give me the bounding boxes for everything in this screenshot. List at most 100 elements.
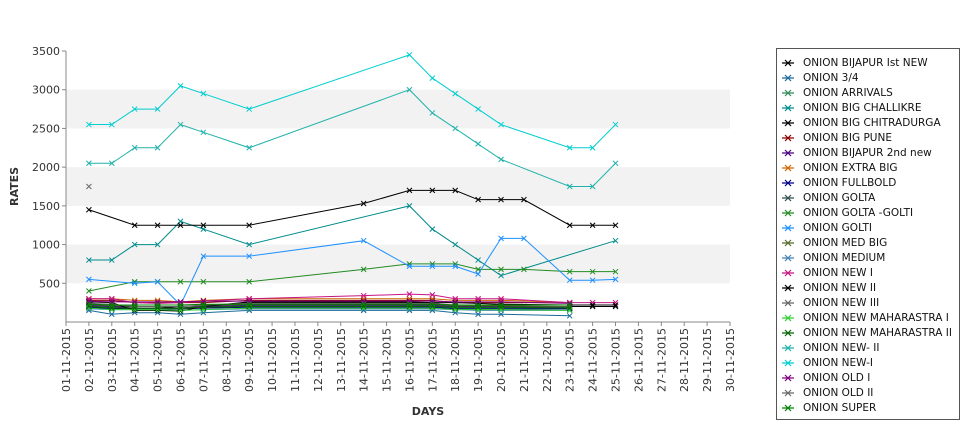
series-line (88, 307, 570, 311)
data-point (200, 301, 207, 308)
legend-item: ONION NEW II (781, 280, 876, 295)
data-point (86, 305, 92, 312)
x-tick-label: 06-11-2015 (174, 328, 187, 392)
legend-marker-icon (782, 149, 794, 156)
legend-item: ONION NEW MAHARASTRA II (781, 325, 952, 340)
legend-marker-icon (782, 224, 794, 231)
y-tick-label: 1500 (32, 200, 60, 213)
data-point (498, 156, 504, 163)
data-point (452, 302, 459, 308)
data-point (521, 196, 527, 203)
data-point (452, 90, 459, 97)
x-tick-label: 29-11-2015 (701, 328, 714, 392)
data-point (475, 271, 481, 277)
data-point (86, 206, 92, 213)
series-19 (86, 86, 619, 190)
chart-legend: ONION BIJAPUR Ist NEW ONION 3/4 ONION ARRI… (776, 48, 960, 420)
data-point (589, 222, 596, 229)
data-point (406, 203, 413, 209)
legend-label: ONION OLD II (803, 386, 874, 399)
legend-item: ONION GOLTA (781, 190, 875, 205)
legend-marker-icon (782, 389, 794, 396)
data-point (246, 303, 253, 310)
legend-marker-icon (782, 299, 794, 306)
y-tick-label: 3500 (32, 45, 60, 58)
data-point (475, 304, 481, 311)
x-tick-label: 07-11-2015 (197, 328, 210, 392)
data-point (246, 301, 253, 308)
x-tick-label: 17-11-2015 (426, 328, 439, 392)
x-tick-label: 21-11-2015 (518, 328, 531, 392)
data-point (246, 106, 253, 112)
legend-item: ONION NEW I (781, 265, 873, 280)
data-point (612, 237, 619, 244)
data-point (452, 187, 459, 194)
data-point (612, 302, 619, 308)
x-tick-label: 20-11-2015 (495, 328, 508, 392)
data-point (108, 302, 115, 308)
data-point (475, 306, 481, 313)
series-23 (86, 301, 573, 308)
data-point (246, 222, 253, 229)
data-point (498, 121, 504, 128)
data-point (475, 196, 481, 203)
data-point (612, 268, 619, 275)
legend-marker-icon (782, 314, 794, 321)
legend-label: ONION NEW III (803, 296, 880, 309)
data-point (360, 200, 367, 207)
legend-label: ONION BIG PUNE (803, 131, 892, 144)
legend-label: ONION GOLTI (803, 221, 872, 234)
legend-marker-icon (782, 359, 794, 366)
data-point (452, 306, 459, 313)
data-point (131, 106, 138, 112)
data-point (177, 121, 184, 128)
data-point (589, 302, 596, 308)
x-tick-label: 18-11-2015 (449, 328, 462, 392)
data-point (498, 266, 504, 273)
y-axis-title: RATES (8, 167, 21, 206)
series-line (88, 237, 616, 306)
legend-label: ONION BIG CHALLIKRE (803, 101, 922, 114)
data-point (360, 237, 367, 244)
data-point (429, 303, 436, 310)
data-point (566, 307, 573, 314)
legend-item: ONION FULLBOLD (781, 175, 896, 190)
legend-label: ONION NEW- II (803, 341, 880, 354)
x-tick-label: 04-11-2015 (129, 328, 142, 392)
legend-item: ONION BIJAPUR Ist NEW (781, 55, 928, 70)
legend-marker-icon (782, 374, 794, 381)
legend-label: ONION BIG CHITRADURGA (803, 116, 941, 129)
x-tick-label: 27-11-2015 (655, 328, 668, 392)
data-point (475, 302, 481, 308)
series-line (88, 303, 570, 306)
legend-item: ONION BIG PUNE (781, 130, 892, 145)
data-point (154, 222, 161, 229)
series-10 (86, 261, 619, 294)
data-point (131, 302, 138, 308)
x-tick-label: 16-11-2015 (403, 328, 416, 392)
data-point (566, 268, 573, 275)
legend-marker-icon (782, 164, 794, 171)
legend-label: ONION SUPER (803, 401, 877, 414)
data-point (566, 302, 573, 308)
x-tick-label: 26-11-2015 (632, 328, 645, 392)
legend-item: ONION SUPER (781, 400, 876, 415)
legend-label: ONION BIJAPUR Ist NEW (803, 56, 928, 69)
y-tick-label: 2500 (32, 122, 60, 135)
legend-label: ONION BIJAPUR 2nd new (803, 146, 932, 159)
x-tick-label: 11-11-2015 (289, 328, 302, 392)
data-point (108, 121, 115, 128)
legend-marker-icon (782, 209, 794, 216)
x-tick-label: 02-11-2015 (83, 328, 96, 392)
series-line (88, 298, 570, 304)
grid-band (66, 167, 730, 206)
series-line (88, 293, 616, 304)
series-line (88, 263, 616, 292)
data-point (108, 311, 115, 318)
data-point (200, 306, 207, 313)
x-tick-label: 22-11-2015 (541, 328, 554, 392)
x-tick-label: 12-11-2015 (312, 328, 325, 392)
data-point (246, 241, 253, 248)
data-point (406, 301, 413, 308)
data-point (131, 144, 138, 151)
